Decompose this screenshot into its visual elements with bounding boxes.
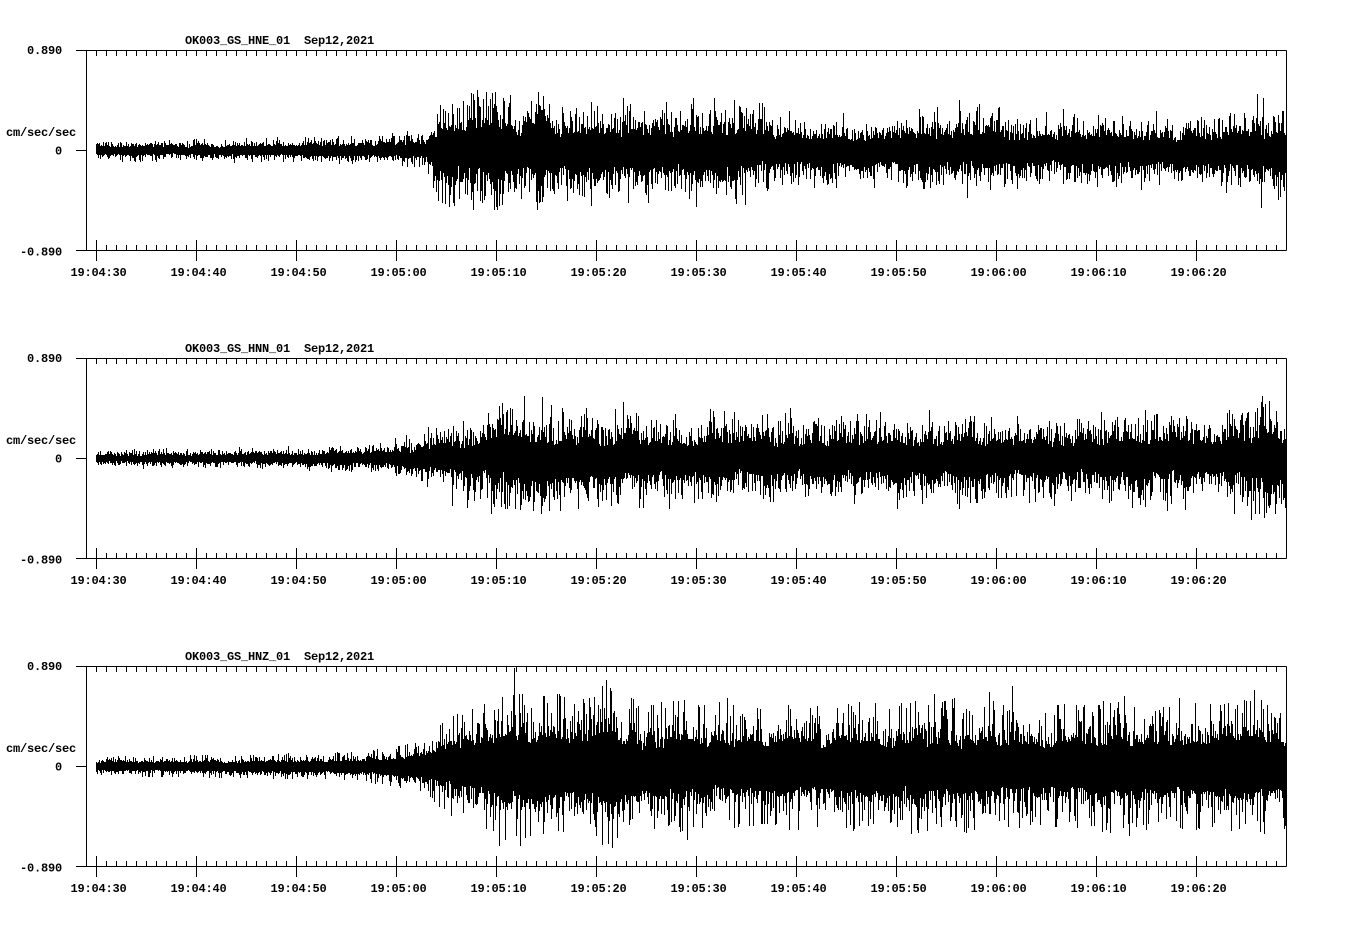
- svg-text:19:04:40: 19:04:40: [170, 882, 226, 896]
- svg-text:19:06:10: 19:06:10: [1070, 266, 1126, 280]
- svg-text:19:05:00: 19:05:00: [370, 574, 426, 588]
- svg-text:19:05:50: 19:05:50: [870, 266, 926, 280]
- svg-text:19:04:50: 19:04:50: [270, 266, 326, 280]
- svg-text:19:05:40: 19:05:40: [770, 266, 826, 280]
- svg-text:19:05:50: 19:05:50: [870, 574, 926, 588]
- svg-text:0.890: 0.890: [27, 660, 62, 674]
- svg-text:0: 0: [55, 144, 62, 158]
- svg-text:19:06:00: 19:06:00: [970, 882, 1026, 896]
- svg-text:19:05:20: 19:05:20: [570, 266, 626, 280]
- svg-text:19:04:50: 19:04:50: [270, 574, 326, 588]
- svg-text:19:06:20: 19:06:20: [1170, 266, 1226, 280]
- svg-text:0.890: 0.890: [27, 44, 62, 58]
- svg-text:-0.890: -0.890: [20, 245, 62, 259]
- svg-text:19:06:20: 19:06:20: [1170, 574, 1226, 588]
- svg-text:19:06:10: 19:06:10: [1070, 574, 1126, 588]
- svg-text:-0.890: -0.890: [20, 553, 62, 567]
- svg-text:19:06:10: 19:06:10: [1070, 882, 1126, 896]
- svg-text:cm/sec/sec: cm/sec/sec: [6, 126, 76, 140]
- svg-text:cm/sec/sec: cm/sec/sec: [6, 742, 76, 756]
- svg-text:19:05:50: 19:05:50: [870, 882, 926, 896]
- svg-text:19:05:40: 19:05:40: [770, 882, 826, 896]
- svg-text:19:05:30: 19:05:30: [670, 574, 726, 588]
- svg-text:19:05:10: 19:05:10: [470, 574, 526, 588]
- svg-text:0: 0: [55, 452, 62, 466]
- svg-text:19:06:00: 19:06:00: [970, 574, 1026, 588]
- svg-text:cm/sec/sec: cm/sec/sec: [6, 434, 76, 448]
- svg-text:19:04:30: 19:04:30: [70, 574, 126, 588]
- svg-text:19:05:30: 19:05:30: [670, 266, 726, 280]
- svg-text:19:05:40: 19:05:40: [770, 574, 826, 588]
- svg-text:19:05:30: 19:05:30: [670, 882, 726, 896]
- svg-text:OK003_GS_HNN_01 Sep12,2021: OK003_GS_HNN_01 Sep12,2021: [185, 342, 374, 356]
- svg-text:19:04:30: 19:04:30: [70, 266, 126, 280]
- svg-text:19:06:20: 19:06:20: [1170, 882, 1226, 896]
- svg-text:19:04:40: 19:04:40: [170, 266, 226, 280]
- svg-text:OK003_GS_HNZ_01 Sep12,2021: OK003_GS_HNZ_01 Sep12,2021: [185, 650, 374, 664]
- svg-text:0.890: 0.890: [27, 352, 62, 366]
- svg-text:19:06:00: 19:06:00: [970, 266, 1026, 280]
- svg-text:OK003_GS_HNE_01 Sep12,2021: OK003_GS_HNE_01 Sep12,2021: [185, 34, 374, 48]
- svg-text:0: 0: [55, 760, 62, 774]
- svg-text:19:05:20: 19:05:20: [570, 574, 626, 588]
- svg-text:19:05:20: 19:05:20: [570, 882, 626, 896]
- svg-text:19:04:40: 19:04:40: [170, 574, 226, 588]
- svg-text:19:05:10: 19:05:10: [470, 266, 526, 280]
- svg-text:19:05:10: 19:05:10: [470, 882, 526, 896]
- svg-text:19:05:00: 19:05:00: [370, 882, 426, 896]
- svg-text:19:04:30: 19:04:30: [70, 882, 126, 896]
- svg-text:19:05:00: 19:05:00: [370, 266, 426, 280]
- svg-text:-0.890: -0.890: [20, 861, 62, 875]
- svg-text:19:04:50: 19:04:50: [270, 882, 326, 896]
